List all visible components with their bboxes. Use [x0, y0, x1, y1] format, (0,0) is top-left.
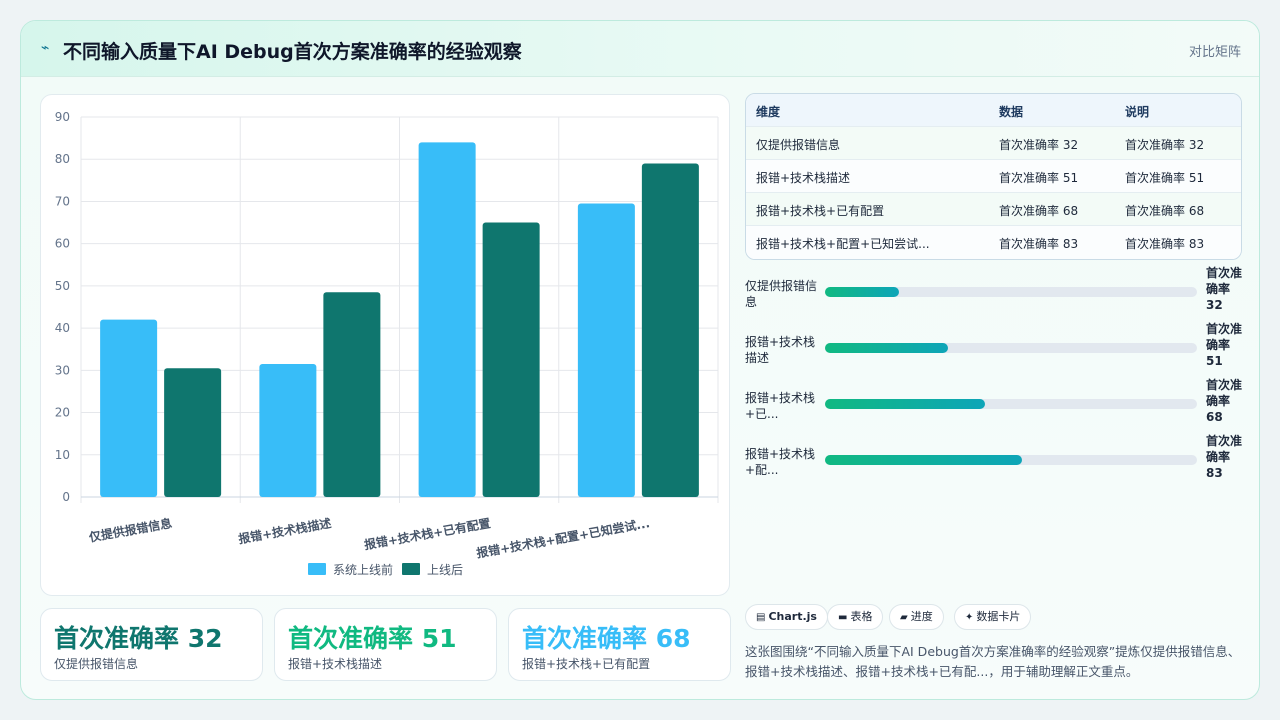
y-tick-label: 80	[55, 152, 70, 166]
bar	[418, 142, 476, 498]
chip-data-card[interactable]: ✦ 数据卡片	[954, 604, 1032, 630]
progress-fill	[825, 343, 948, 353]
y-tick-label: 50	[55, 279, 70, 293]
progress-icon: ▰	[900, 612, 908, 623]
stat-label: 报错+技术栈描述	[288, 657, 383, 671]
table-header-cell: 维度	[756, 105, 781, 119]
legend-label: 系统上线前	[333, 562, 393, 577]
table-icon: ▬	[838, 612, 848, 623]
bar	[641, 163, 699, 497]
chip-chartjs[interactable]: ▤ Chart.js	[745, 604, 828, 630]
y-tick-label: 40	[55, 321, 70, 335]
table-cell: 首次准确率 68	[1125, 204, 1205, 218]
progress-track	[825, 455, 1197, 465]
progress-value: 首次准确率 68	[1206, 378, 1243, 424]
stat-value: 首次准确率 51	[288, 624, 457, 653]
table-header-cell: 数据	[999, 105, 1024, 119]
summary-text: 这张图围绕“不同输入质量下AI Debug首次方案准确率的经验观察”提炼仅提供报…	[745, 644, 1241, 679]
progress-fill	[825, 455, 1023, 465]
stat-card-1: 首次准确率 32 仅提供报错信息	[40, 608, 263, 681]
legend-swatch	[402, 563, 420, 575]
chart-icon: ▤	[756, 612, 766, 623]
progress-label: 报错+技术栈描述	[745, 335, 816, 365]
y-tick-label: 20	[55, 406, 70, 420]
progress-value: 首次准确率 32	[1206, 266, 1243, 312]
bar	[482, 222, 540, 498]
header: ⌁ 不同输入质量下AI Debug首次方案准确率的经验观察 对比矩阵	[21, 21, 1259, 77]
table-cell: 首次准确率 83	[1125, 237, 1205, 251]
progress-row: 报错+技术栈+已... 首次准确率 68	[745, 378, 1245, 442]
bar	[577, 203, 635, 498]
table-cell: 首次准确率 51	[999, 171, 1079, 185]
card-icon: ✦	[965, 612, 974, 623]
table-header-cell: 说明	[1125, 105, 1150, 119]
table-cell: 首次准确率 32	[1125, 138, 1205, 152]
progress-value: 首次准确率 83	[1206, 434, 1243, 480]
chip-label: Chart.js	[768, 610, 817, 623]
progress-fill	[825, 399, 985, 409]
table-cell: 首次准确率 51	[1125, 171, 1205, 185]
x-tick-label: 仅提供报错信息	[87, 515, 173, 545]
y-tick-label: 90	[55, 110, 70, 124]
progress-track	[825, 343, 1197, 353]
table-row: 仅提供报错信息 首次准确率 32 首次准确率 32	[746, 127, 1241, 160]
bar	[323, 292, 381, 497]
progress-track	[825, 399, 1197, 409]
dashboard-panel: ⌁ 不同输入质量下AI Debug首次方案准确率的经验观察 对比矩阵 0 10 20…	[20, 20, 1260, 700]
legend-swatch	[308, 563, 326, 575]
x-tick-label: 报错+技术栈+已有配置	[363, 515, 492, 552]
stat-card-3: 首次准确率 68 报错+技术栈+已有配置	[508, 608, 731, 681]
table-cell: 报错+技术栈+配置+已知尝试...	[756, 237, 930, 251]
chip-progress[interactable]: ▰ 进度	[889, 604, 944, 630]
spark-icon: ⌁	[41, 40, 50, 56]
y-tick-label: 60	[55, 237, 70, 251]
table-row: 报错+技术栈+配置+已知尝试... 首次准确率 83 首次准确率 83	[746, 226, 1241, 259]
progress-label: 报错+技术栈+已...	[745, 391, 816, 421]
page-title: 不同输入质量下AI Debug首次方案准确率的经验观察	[63, 41, 522, 63]
y-tick-label: 0	[62, 490, 70, 504]
progress-row: 报错+技术栈+配... 首次准确率 83	[745, 434, 1245, 498]
table-header-row: 维度 数据 说明	[746, 94, 1241, 127]
table-row: 报错+技术栈+已有配置 首次准确率 68 首次准确率 68	[746, 193, 1241, 226]
stat-value: 首次准确率 68	[522, 624, 691, 653]
table-cell: 报错+技术栈+已有配置	[756, 204, 885, 218]
progress-row: 仅提供报错信息 首次准确率 32	[745, 266, 1245, 330]
bar	[100, 319, 158, 497]
stat-card-2: 首次准确率 51 报错+技术栈描述	[274, 608, 497, 681]
comparison-table: 维度 数据 说明 仅提供报错信息 首次准确率 32 首次准确率 32 报错+技术…	[745, 93, 1242, 260]
progress-label: 仅提供报错信息	[745, 279, 818, 309]
view-tag[interactable]: 对比矩阵	[1188, 45, 1241, 60]
y-tick-label: 10	[55, 448, 70, 462]
stat-label: 报错+技术栈+已有配置	[522, 657, 651, 671]
x-tick-label: 报错+技术栈描述	[237, 515, 332, 546]
progress-label: 报错+技术栈+配...	[745, 447, 816, 477]
stat-value: 首次准确率 32	[54, 624, 223, 653]
bar	[259, 364, 317, 497]
table-cell: 仅提供报错信息	[756, 138, 841, 152]
progress-row: 报错+技术栈描述 首次准确率 51	[745, 322, 1245, 386]
progress-fill	[825, 287, 900, 297]
progress-track	[825, 287, 1197, 297]
y-tick-label: 70	[55, 194, 70, 208]
progress-value: 首次准确率 51	[1206, 322, 1243, 368]
table-row: 报错+技术栈描述 首次准确率 51 首次准确率 51	[746, 160, 1241, 193]
x-tick-label: 报错+技术栈+配置+已知尝试...	[475, 515, 651, 560]
table-cell: 首次准确率 32	[999, 138, 1079, 152]
bar	[164, 368, 222, 497]
table-cell: 首次准确率 68	[999, 204, 1079, 218]
chip-label: 进度	[910, 610, 933, 623]
y-tick-label: 30	[55, 363, 70, 377]
table-cell: 报错+技术栈描述	[756, 171, 851, 185]
stat-label: 仅提供报错信息	[54, 657, 139, 671]
chip-table[interactable]: ▬ 表格	[827, 604, 884, 630]
legend-label: 上线后	[427, 563, 463, 577]
chip-label: 数据卡片	[976, 610, 1021, 623]
chip-label: 表格	[850, 610, 873, 623]
table-cell: 首次准确率 83	[999, 237, 1079, 251]
bar-chart-card: 0 10 20 30 40 50 60 70 80 90 仅提供报错信息 报错+技术栈描述 报错+技术栈…	[40, 94, 730, 596]
